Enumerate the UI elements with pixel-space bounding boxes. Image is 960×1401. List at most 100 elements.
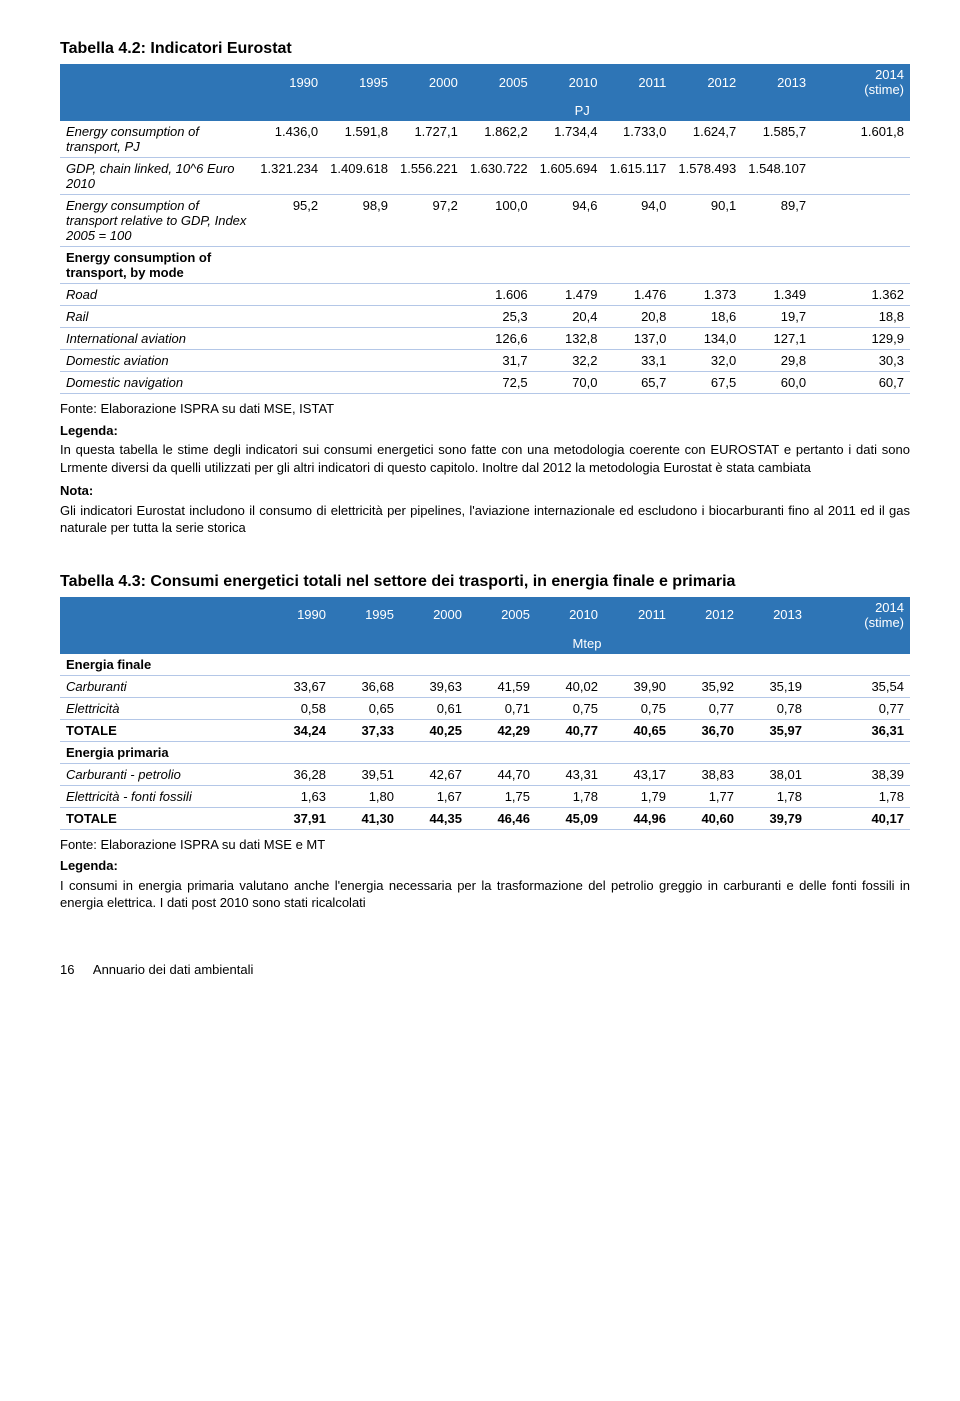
page-number: 16 <box>60 962 90 977</box>
cell: 1.362 <box>812 284 910 306</box>
cell <box>394 306 464 328</box>
cell: 39,51 <box>332 763 400 785</box>
cell: 29,8 <box>742 350 812 372</box>
table2-year-header: 2014(stime) <box>808 597 910 634</box>
table2-legenda-text: I consumi in energia primaria valutano a… <box>60 877 910 912</box>
cell: 67,5 <box>672 372 742 394</box>
table-row: Elettricità - fonti fossili1,631,801,671… <box>60 785 910 807</box>
cell <box>394 284 464 306</box>
cell: 40,17 <box>808 807 910 829</box>
page-footer: 16 Annuario dei dati ambientali <box>60 962 910 977</box>
row-label: Energia primaria <box>60 741 264 763</box>
cell <box>534 247 604 284</box>
cell: 0,77 <box>672 697 740 719</box>
cell: 1.479 <box>534 284 604 306</box>
cell: 1,67 <box>400 785 468 807</box>
cell: 1,75 <box>468 785 536 807</box>
cell: 0,77 <box>808 697 910 719</box>
cell: 36,31 <box>808 719 910 741</box>
cell <box>324 306 394 328</box>
table1-year-header: 2000 <box>394 64 464 101</box>
cell <box>324 350 394 372</box>
row-label: Road <box>60 284 254 306</box>
cell: 44,35 <box>400 807 468 829</box>
table1-legenda-text: In questa tabella le stime degli indicat… <box>60 441 910 476</box>
table-row: International aviation126,6132,8137,0134… <box>60 328 910 350</box>
cell: 1.349 <box>742 284 812 306</box>
table-row: Energy consumption of transport, PJ1.436… <box>60 121 910 158</box>
row-label: Rail <box>60 306 254 328</box>
cell: 1.630.722 <box>464 158 534 195</box>
table2-year-header: 2012 <box>672 597 740 634</box>
cell <box>808 741 910 763</box>
cell: 1.601,8 <box>812 121 910 158</box>
table1-title: Tabella 4.2: Indicatori Eurostat <box>60 40 910 58</box>
cell: 33,1 <box>604 350 673 372</box>
cell <box>468 741 536 763</box>
cell: 100,0 <box>464 195 534 247</box>
cell: 65,7 <box>604 372 673 394</box>
cell: 1.591,8 <box>324 121 394 158</box>
table2-legenda-label: Legenda: <box>60 857 910 875</box>
cell: 89,7 <box>742 195 812 247</box>
cell: 1.585,7 <box>742 121 812 158</box>
row-label: Elettricità - fonti fossili <box>60 785 264 807</box>
cell <box>324 372 394 394</box>
cell <box>672 741 740 763</box>
cell: 1.733,0 <box>604 121 673 158</box>
cell <box>254 350 324 372</box>
cell: 127,1 <box>742 328 812 350</box>
cell: 18,8 <box>812 306 910 328</box>
cell: 31,7 <box>464 350 534 372</box>
row-label: TOTALE <box>60 807 264 829</box>
cell: 1.548.107 <box>742 158 812 195</box>
cell <box>604 741 672 763</box>
table2-unit: Mtep <box>264 633 910 653</box>
cell: 1,78 <box>740 785 808 807</box>
table2-title: Tabella 4.3: Consumi energetici totali n… <box>60 573 910 591</box>
cell: 37,33 <box>332 719 400 741</box>
cell <box>604 247 673 284</box>
table1-nota-text: Gli indicatori Eurostat includono il con… <box>60 502 910 537</box>
cell <box>332 653 400 675</box>
cell <box>264 741 332 763</box>
cell <box>254 328 324 350</box>
cell: 43,31 <box>536 763 604 785</box>
table2-year-header: 1995 <box>332 597 400 634</box>
cell: 94,6 <box>534 195 604 247</box>
cell <box>812 195 910 247</box>
cell: 1.373 <box>672 284 742 306</box>
cell <box>254 372 324 394</box>
row-label: TOTALE <box>60 719 264 741</box>
cell: 36,68 <box>332 675 400 697</box>
cell: 137,0 <box>604 328 673 350</box>
row-label: Energy consumption of transport relative… <box>60 195 254 247</box>
cell: 1.734,4 <box>534 121 604 158</box>
cell: 40,25 <box>400 719 468 741</box>
cell <box>812 247 910 284</box>
cell <box>394 350 464 372</box>
cell <box>812 158 910 195</box>
cell <box>324 328 394 350</box>
cell: 44,96 <box>604 807 672 829</box>
table-row: Energy consumption of transport relative… <box>60 195 910 247</box>
row-label: Energy consumption of transport, by mode <box>60 247 254 284</box>
cell: 36,70 <box>672 719 740 741</box>
cell: 1.556.221 <box>394 158 464 195</box>
row-label: Carburanti <box>60 675 264 697</box>
cell: 18,6 <box>672 306 742 328</box>
cell <box>400 653 468 675</box>
cell: 38,01 <box>740 763 808 785</box>
cell: 44,70 <box>468 763 536 785</box>
cell: 36,28 <box>264 763 332 785</box>
cell: 1.862,2 <box>464 121 534 158</box>
table1-year-header: 2011 <box>604 64 673 101</box>
cell: 0,75 <box>604 697 672 719</box>
table2-year-header: 2000 <box>400 597 468 634</box>
cell: 40,77 <box>536 719 604 741</box>
cell: 38,83 <box>672 763 740 785</box>
cell: 97,2 <box>394 195 464 247</box>
row-label: International aviation <box>60 328 254 350</box>
table-row: Road1.6061.4791.4761.3731.3491.362 <box>60 284 910 306</box>
row-label: Elettricità <box>60 697 264 719</box>
